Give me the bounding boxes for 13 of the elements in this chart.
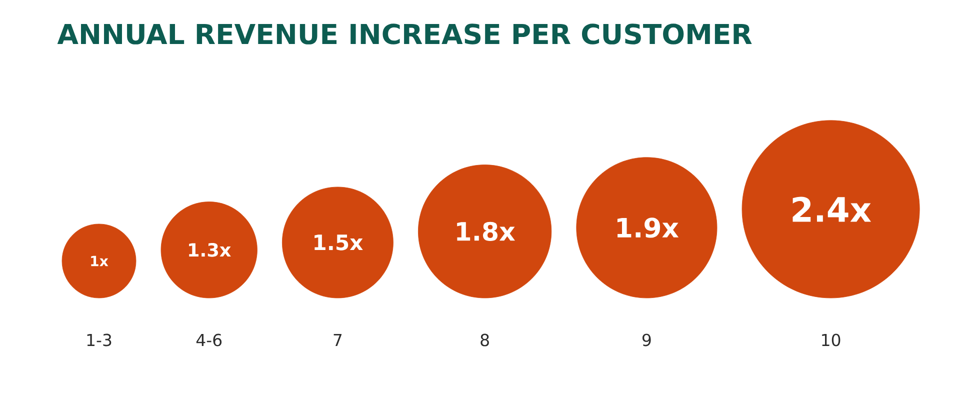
data-label: 1.5x — [314, 234, 363, 250]
data-label: 1.8x — [457, 222, 515, 241]
data-label: 1x — [91, 256, 108, 266]
category-label: 9 — [642, 334, 651, 346]
category-label: 1-3 — [87, 334, 112, 346]
category-label: 8 — [480, 334, 489, 346]
category-label: 7 — [334, 334, 342, 346]
category-label: 4-6 — [196, 334, 222, 346]
data-label: 2.4x — [792, 196, 872, 222]
text: ANNUAL REVENUE INCREASE PER CUSTOMER — [57, 24, 752, 44]
category-label: 10 — [822, 334, 840, 346]
data-label: 1.3x — [189, 242, 231, 257]
data-label: 1.9x — [617, 218, 679, 238]
